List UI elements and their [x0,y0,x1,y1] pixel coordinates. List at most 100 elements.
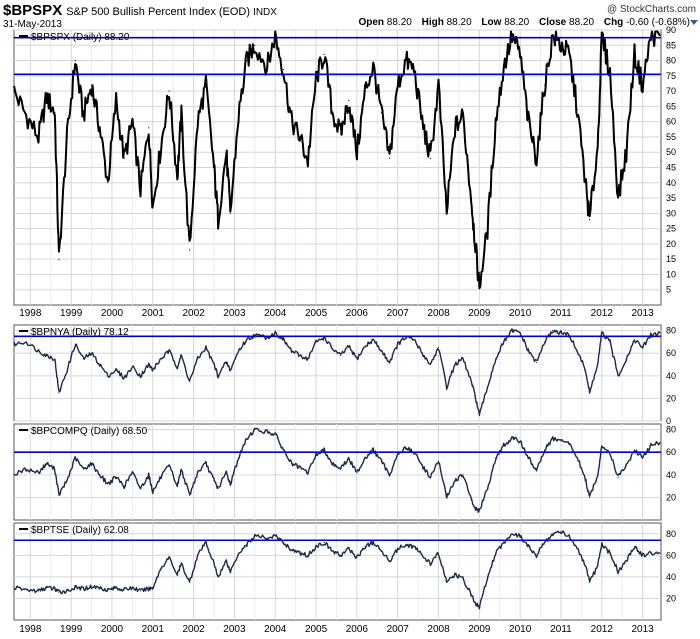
y-tick-label: 40 [666,572,676,582]
data-point [552,330,554,332]
data-point [364,90,366,92]
data-point [519,440,521,442]
stockcharts-brand: @ StockCharts.com [606,4,696,15]
high-value: 88.20 [446,17,472,28]
data-point [609,72,611,74]
x-tick-label: 2006 [346,308,369,319]
y-tick-label: 90 [666,25,676,35]
data-point [188,249,191,251]
data-point [617,476,619,478]
data-point [597,363,599,366]
data-point [74,457,76,459]
data-point [340,133,342,135]
data-point [609,341,611,343]
data-point [519,535,521,537]
open-label: Open [358,17,385,28]
data-point [478,606,480,608]
data-point [197,472,199,474]
x-tick-label: 2012 [591,308,614,319]
data-point [282,541,284,544]
data-point [495,552,497,554]
data-point [299,552,301,554]
x-tick-label: 2004 [264,624,287,635]
x-tick-label: 2002 [182,624,205,635]
data-point [478,414,480,416]
data-point [348,458,350,460]
x-tick-label: 1999 [60,308,83,319]
data-point [205,84,207,86]
dropdown-caret-icon[interactable] [690,20,698,25]
data-point [246,60,248,62]
x-tick-label: 2001 [142,624,165,635]
data-point [274,35,276,37]
data-point [152,206,154,208]
data-point [421,554,423,556]
data-point [246,339,248,341]
data-point [148,474,150,476]
x-tick-label: 2003 [223,624,246,635]
data-point [25,589,27,591]
data-point [237,552,240,554]
data-point [511,533,513,535]
data-point [229,212,231,214]
data-point [560,332,562,334]
data-point [474,508,476,510]
data-point [331,348,333,350]
data-point [25,468,27,470]
data-point [91,462,93,465]
data-point [617,375,619,377]
data-point [74,343,76,345]
data-point [552,35,554,37]
data-point [589,581,591,583]
data-point [291,549,293,551]
data-point [82,588,84,590]
data-point [421,465,423,467]
y-tick-label: 80 [666,425,676,435]
y-tick-label: 20 [666,593,676,603]
data-point [633,546,636,548]
data-point [188,494,191,496]
data-point [462,474,464,476]
data-point [589,218,591,220]
data-point [470,499,472,501]
data-point [291,462,293,465]
data-point [584,369,587,371]
data-point [659,332,661,334]
x-tick-label: 2012 [591,624,614,635]
data-point [576,457,578,459]
data-point [568,442,570,444]
data-point [633,449,636,451]
data-point [437,347,440,349]
data-point [266,537,268,539]
data-point [99,363,101,366]
x-tick-label: 1998 [19,624,42,635]
data-point [237,115,240,117]
x-tick-label: 2009 [468,308,491,319]
data-point [246,438,248,440]
x-tick-label: 2007 [387,624,410,635]
data-point [405,336,407,338]
data-point [356,151,358,153]
data-point [217,487,219,489]
data-point [576,108,578,110]
y-tick-label: 45 [666,163,676,173]
data-point [315,341,317,343]
data-point [348,548,350,550]
data-point [372,449,374,451]
data-point [188,581,191,583]
data-point [176,176,178,178]
data-point [584,182,587,184]
data-point [58,258,60,260]
y-tick-label: 55 [666,132,676,142]
data-point [609,552,611,554]
data-point [37,350,40,352]
data-point [66,590,68,592]
data-point [597,474,599,476]
data-point [152,369,154,371]
data-point [380,550,382,552]
panel-title: $BPSPX (Daily) 88.20 [31,32,130,43]
data-point [152,491,154,493]
data-point [91,352,93,354]
data-point [560,531,562,533]
data-point [380,350,382,352]
